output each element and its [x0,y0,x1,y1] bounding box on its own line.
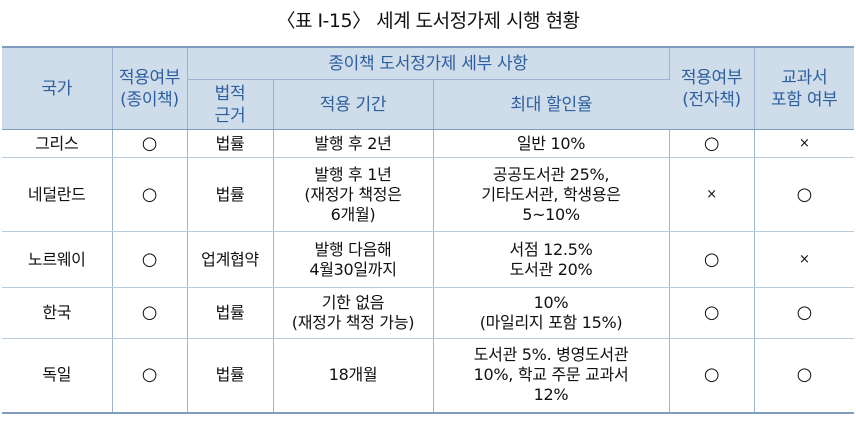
cell-apply-paper: ○ [112,338,188,413]
cell-textbook: × [754,129,855,158]
header-legal-basis: 법적 근거 [187,79,274,130]
cell-apply-ebook: ○ [669,338,755,413]
cell-legal-basis: 법률 [187,287,274,339]
header-apply-ebook: 적용여부 (전자책) [669,47,755,130]
cell-max-discount: 10% (마일리지 포함 15%) [433,287,670,339]
cell-apply-paper: ○ [112,287,188,339]
cell-country: 독일 [2,338,113,413]
cell-country: 그리스 [2,129,113,158]
header-paper-detail: 종이책 도서정가제 세부 사항 [187,47,670,80]
cell-max-discount: 서점 12.5% 도서관 20% [433,231,670,288]
cell-apply-paper: ○ [112,157,188,232]
cell-apply-ebook: ○ [669,129,755,158]
cell-textbook: ○ [754,157,855,232]
cell-max-discount: 도서관 5%. 병영도서관 10%, 학교 주문 교과서 12% [433,338,670,413]
cell-period: 발행 다음해 4월30일까지 [273,231,434,288]
cell-apply-paper: ○ [112,231,188,288]
cell-country: 한국 [2,287,113,339]
table-row: 그리스 ○ 법률 발행 후 2년 일반 10% ○ × [2,129,855,158]
cell-country: 노르웨이 [2,231,113,288]
cell-apply-ebook: × [669,157,755,232]
cell-legal-basis: 법률 [187,129,274,158]
cell-period: 18개월 [273,338,434,413]
cell-period: 기한 없음 (재정가 책정 가능) [273,287,434,339]
book-price-table: 국가 적용여부 (종이책) 종이책 도서정가제 세부 사항 적용여부 (전자책)… [2,46,855,414]
cell-max-discount: 공공도서관 25%, 기타도서관, 학생용은 5~10% [433,157,670,232]
cell-apply-ebook: ○ [669,287,755,339]
header-max-discount: 최대 할인율 [433,79,670,130]
table-row: 한국 ○ 법률 기한 없음 (재정가 책정 가능) 10% (마일리지 포함 1… [2,287,855,339]
cell-legal-basis: 법률 [187,338,274,413]
header-period: 적용 기간 [273,79,434,130]
cell-country: 네덜란드 [2,157,113,232]
cell-legal-basis: 법률 [187,157,274,232]
cell-apply-ebook: ○ [669,231,755,288]
cell-textbook: × [754,231,855,288]
table-row: 독일 ○ 법률 18개월 도서관 5%. 병영도서관 10%, 학교 주문 교과… [2,338,855,413]
header-apply-paper: 적용여부 (종이책) [112,47,188,130]
cell-legal-basis: 업계협약 [187,231,274,288]
table-title: 〈표 Ⅰ-15〉 세계 도서정가제 시행 현황 [276,10,580,32]
table-row: 네덜란드 ○ 법률 발행 후 1년 (재정가 책정은 6개월) 공공도서관 25… [2,157,855,232]
cell-textbook: ○ [754,287,855,339]
cell-textbook: ○ [754,338,855,413]
cell-apply-paper: ○ [112,129,188,158]
cell-max-discount: 일반 10% [433,129,670,158]
cell-period: 발행 후 1년 (재정가 책정은 6개월) [273,157,434,232]
header-country: 국가 [2,47,113,130]
header-textbook: 교과서 포함 여부 [754,47,855,130]
cell-period: 발행 후 2년 [273,129,434,158]
table-row: 노르웨이 ○ 업계협약 발행 다음해 4월30일까지 서점 12.5% 도서관 … [2,231,855,288]
